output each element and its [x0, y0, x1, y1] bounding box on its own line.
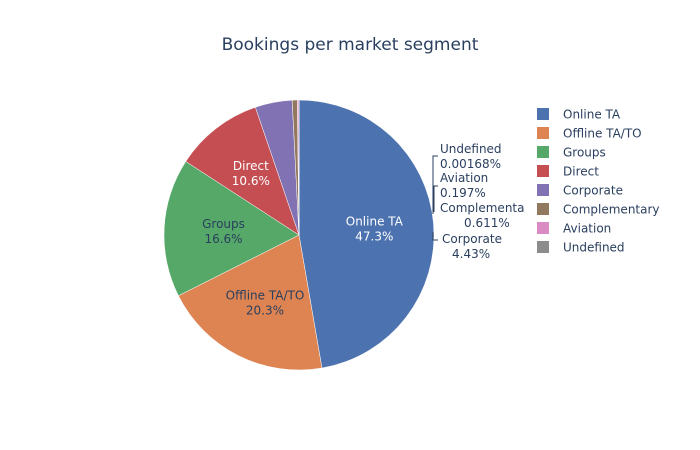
legend-swatch-aviation[interactable]	[537, 222, 549, 234]
legend-item-offline-ta-to[interactable]: Offline TA/TO	[537, 127, 642, 141]
legend-label-online-ta[interactable]: Online TA	[563, 108, 621, 122]
legend-swatch-undefined[interactable]	[537, 241, 549, 253]
legend-swatch-corporate[interactable]	[537, 184, 549, 196]
slice-label-undefined: Undefined 0.00168%	[440, 142, 502, 171]
legend-item-corporate[interactable]: Corporate	[537, 184, 623, 198]
legend-label-offline-ta-to[interactable]: Offline TA/TO	[563, 127, 642, 141]
legend-swatch-offline-ta-to[interactable]	[537, 127, 549, 139]
pie-slice-offline-ta-to[interactable]	[178, 234, 323, 371]
legend-item-complementary[interactable]: Complementary	[537, 203, 660, 217]
slice-label-aviation: Aviation 0.197%	[440, 171, 488, 200]
legend-swatch-complementary[interactable]	[537, 203, 549, 215]
legend-item-aviation[interactable]: Aviation	[537, 222, 611, 236]
leader-line-aviation	[433, 185, 438, 212]
legend-swatch-direct[interactable]	[537, 165, 549, 177]
legend-label-undefined[interactable]: Undefined	[563, 241, 625, 255]
slice-label-offline-ta-to: Offline TA/TO 20.3%	[226, 289, 305, 318]
slice-label-corporate: Corporate 4.43%	[442, 232, 502, 261]
slice-label-complementary: Complementa 0.611%	[440, 201, 524, 230]
outside-labels-layer: Undefined 0.00168%Aviation 0.197%Complemen…	[432, 142, 524, 261]
slice-label-groups: Groups 16.6%	[202, 217, 245, 246]
leader-line-undefined	[432, 155, 438, 214]
pie-slice-groups[interactable]	[163, 161, 300, 297]
legend-label-complementary[interactable]: Complementary	[563, 203, 660, 217]
pie-slice-direct[interactable]	[185, 106, 300, 236]
slice-label-online-ta: Online TA 47.3%	[346, 215, 404, 244]
legend-item-online-ta[interactable]: Online TA	[537, 108, 621, 122]
legend[interactable]: Online TA Offline TA/TO Groups Direct Corpor…	[537, 108, 660, 255]
pie-slice-online-ta[interactable]	[298, 99, 435, 369]
slices-layer	[163, 99, 435, 371]
slice-label-direct: Direct 10.6%	[232, 159, 270, 188]
chart-title: Bookings per market segment	[222, 35, 479, 55]
legend-label-aviation[interactable]: Aviation	[563, 222, 611, 236]
leader-line-corporate	[432, 232, 438, 241]
legend-swatch-online-ta[interactable]	[537, 108, 549, 120]
legend-item-groups[interactable]: Groups	[537, 146, 606, 160]
inside-labels-layer: Online TA 47.3% Offline TA/TO 20.3% Groups 16…	[202, 159, 404, 317]
legend-label-direct[interactable]: Direct	[563, 165, 599, 179]
legend-item-undefined[interactable]: Undefined	[537, 241, 625, 255]
legend-item-direct[interactable]: Direct	[537, 165, 599, 179]
legend-label-corporate[interactable]: Corporate	[563, 184, 623, 198]
legend-swatch-groups[interactable]	[537, 146, 549, 158]
legend-label-groups[interactable]: Groups	[563, 146, 606, 160]
